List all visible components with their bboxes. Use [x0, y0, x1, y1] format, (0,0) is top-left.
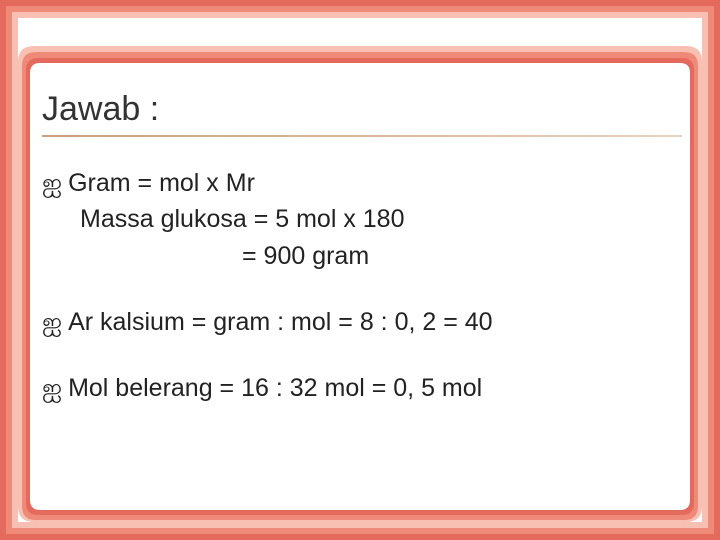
body-text: Mol belerang = 16 : 32 mol = 0, 5 mol	[68, 370, 482, 406]
body-line-2: Massa glukosa = 5 mol x 180	[42, 201, 678, 237]
bullet-icon: ஐ	[42, 165, 62, 201]
body-text: Gram = mol x Mr	[68, 165, 255, 201]
body-text: Ar kalsium = gram : mol = 8 : 0, 2 = 40	[68, 304, 493, 340]
body-text: Massa glukosa = 5 mol x 180	[80, 201, 404, 237]
body-line-4: ஐ Ar kalsium = gram : mol = 8 : 0, 2 = 4…	[42, 304, 678, 340]
body-text: = 900 gram	[242, 238, 369, 274]
body-line-3: = 900 gram	[42, 238, 678, 274]
bullet-icon: ஐ	[42, 370, 62, 406]
slide-content: Jawab : ஐ Gram = mol x Mr Massa glukosa …	[42, 90, 678, 406]
body-line-5: ஐ Mol belerang = 16 : 32 mol = 0, 5 mol	[42, 370, 678, 406]
body-line-1: ஐ Gram = mol x Mr	[42, 165, 678, 201]
title-underline	[42, 135, 682, 137]
slide-title: Jawab :	[42, 90, 678, 129]
bullet-icon: ஐ	[42, 304, 62, 340]
